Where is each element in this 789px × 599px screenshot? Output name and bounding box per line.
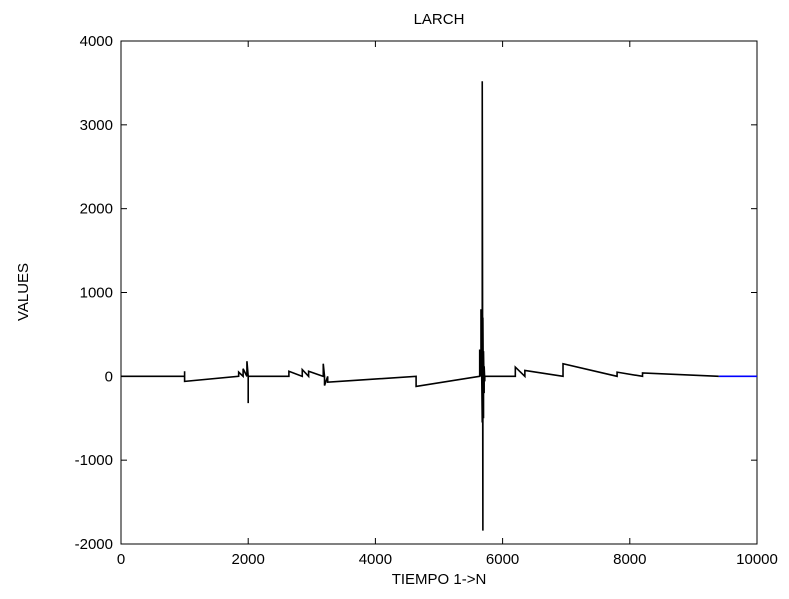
y-tick-label: 1000 xyxy=(80,285,113,302)
y-axis-title: VALUES xyxy=(15,263,32,321)
x-tick-label: 0 xyxy=(117,551,125,568)
y-tick-label: 0 xyxy=(105,368,113,385)
chart-title: LARCH xyxy=(414,11,465,28)
x-tick-label: 4000 xyxy=(359,551,392,568)
y-tick-label: 2000 xyxy=(80,201,113,218)
x-tick-label: 8000 xyxy=(613,551,646,568)
y-tick-label: 4000 xyxy=(80,33,113,50)
y-axis-ticks: -2000 -1000 0 1000 2000 3000 4000 xyxy=(75,33,757,553)
series-line-0 xyxy=(121,81,719,531)
x-axis-ticks: 0 2000 4000 6000 8000 10000 xyxy=(117,41,778,568)
x-axis-title: TIEMPO 1->N xyxy=(392,571,487,588)
x-tick-label: 2000 xyxy=(232,551,265,568)
series-layer xyxy=(121,81,757,531)
x-tick-label: 6000 xyxy=(486,551,519,568)
y-tick-label: -2000 xyxy=(75,536,113,553)
x-tick-label: 10000 xyxy=(736,551,778,568)
y-tick-label: -1000 xyxy=(75,452,113,469)
y-tick-label: 3000 xyxy=(80,117,113,134)
plot-area xyxy=(120,40,758,545)
